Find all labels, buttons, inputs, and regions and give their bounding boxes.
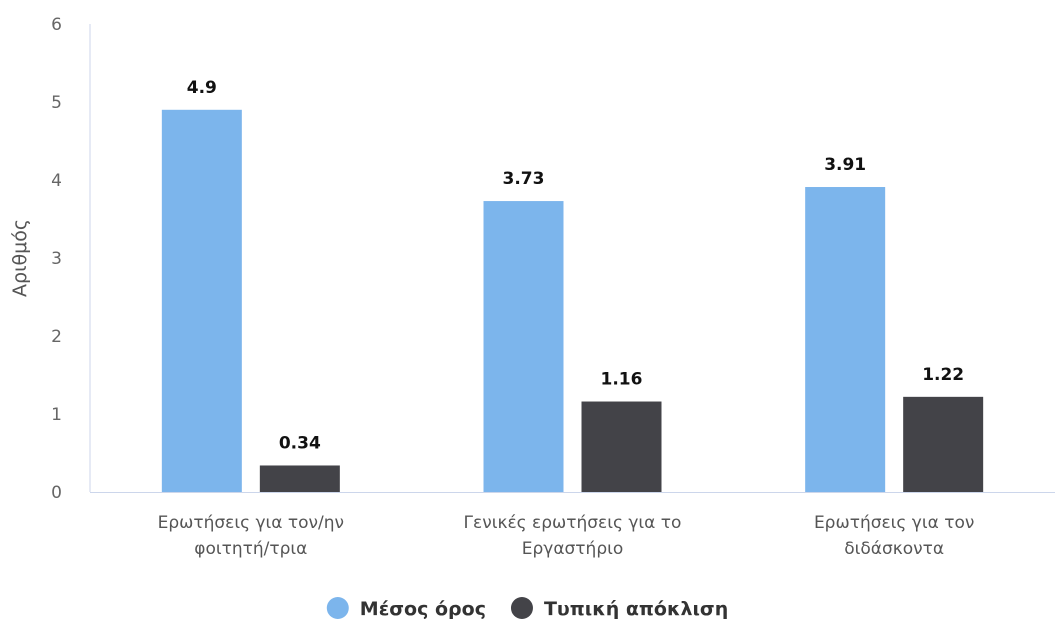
legend-marker [326, 597, 349, 619]
x-category-label: διδάσκοντα [844, 539, 944, 559]
x-category-label: Εργαστήριο [522, 539, 624, 559]
bars [161, 109, 984, 493]
x-category-label: Ερωτήσεις για τον/ην [158, 513, 344, 533]
x-category-label: φοιτητή/τρια [194, 539, 307, 559]
y-tick-label: 3 [51, 249, 62, 269]
data-label: 3.91 [824, 155, 866, 175]
legend[interactable]: Μέσος όρος Τυπική απόκλιση [326, 597, 728, 620]
y-axis: 0 1 2 3 4 5 6 Αριθμός [9, 15, 91, 503]
y-tick-label: 2 [51, 327, 62, 347]
y-tick-label: 1 [51, 405, 62, 425]
data-label: 0.34 [279, 433, 321, 453]
legend-item[interactable]: Μέσος όρος [326, 597, 486, 620]
data-label: 1.16 [601, 370, 643, 390]
bar[interactable] [805, 187, 886, 492]
data-label: 1.22 [922, 365, 964, 385]
legend-marker [510, 597, 533, 619]
y-tick-label: 4 [51, 171, 62, 191]
legend-item[interactable]: Τυπική απόκλιση [510, 597, 728, 620]
legend-label: Μέσος όρος [360, 598, 486, 620]
data-labels: 4.9 0.34 3.73 1.16 3.91 1.22 [187, 78, 964, 454]
bar[interactable] [581, 401, 662, 492]
bar[interactable] [259, 465, 340, 492]
x-category-label: Ερωτήσεις για τον [814, 513, 974, 533]
data-label: 3.73 [503, 169, 545, 189]
y-tick-label: 5 [51, 93, 62, 113]
x-axis: Ερωτήσεις για τον/ην φοιτητή/τρια Γενικές … [90, 492, 1055, 559]
data-label: 4.9 [187, 78, 217, 98]
x-category-label: Γενικές ερωτήσεις για το [464, 513, 682, 533]
bar[interactable] [161, 109, 242, 493]
legend-label: Τυπική απόκλιση [544, 598, 728, 620]
y-tick-label: 0 [51, 483, 62, 503]
bar[interactable] [903, 396, 984, 492]
y-axis-title: Αριθμός [9, 219, 31, 297]
bar[interactable] [483, 201, 564, 492]
y-tick-label: 6 [51, 15, 62, 35]
